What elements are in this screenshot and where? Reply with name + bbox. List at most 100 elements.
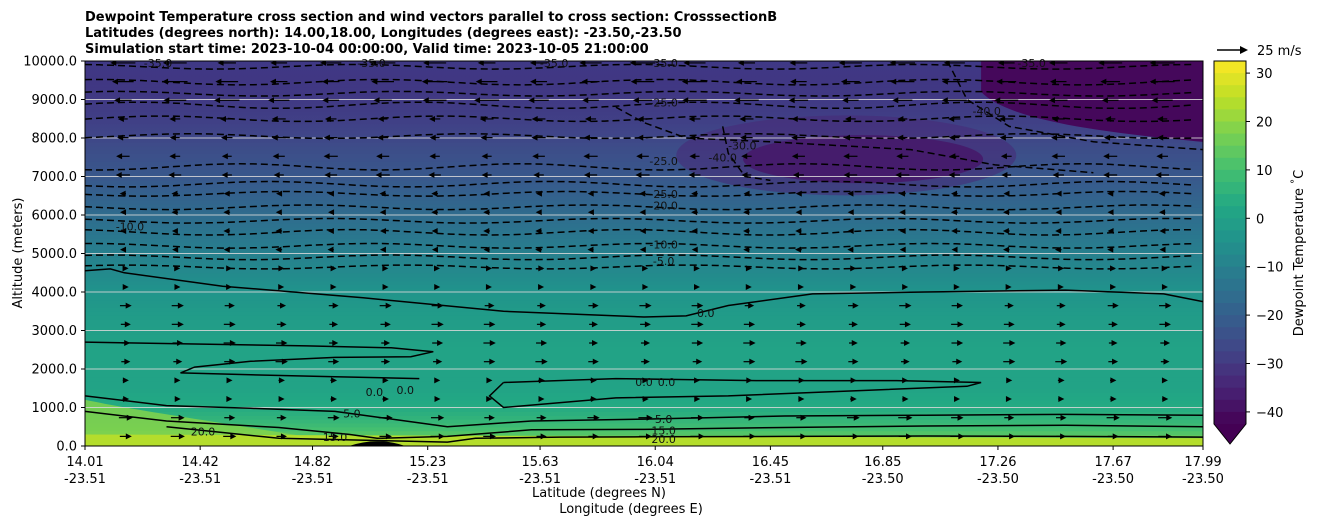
wind-vector-head [840,78,847,85]
field-band [85,161,1203,166]
wind-vector-head [1111,340,1118,347]
contour-label: 0.0 [366,386,384,399]
colorbar: 30 20 10 0 −10 −20 −30 −40 Dewpoint Temperature… [1213,60,1307,445]
colorbar-band [1214,411,1246,425]
colorbar-band [1214,169,1246,183]
wind-vector-head [281,358,288,365]
wind-vector-head [117,115,124,122]
wind-vector-head [230,433,237,440]
wind-vector-head [110,61,117,66]
y-tick-label: 1000.0 [32,401,78,416]
wind-vector-head [642,396,649,403]
wind-vector-head [592,433,599,440]
wind-vector-head [177,302,184,309]
wind-vector-head [431,190,438,197]
wind-vector-head [385,302,392,309]
colorbar-band [1214,61,1246,74]
wind-vector-head [1008,414,1015,421]
wind-vector-head [800,433,807,440]
contour-label: -35.0 [540,57,568,70]
wind-vector-head [531,134,538,141]
wind-vector-head [223,246,230,253]
wind-vector-head [798,396,805,403]
wind-vector-head [743,190,750,197]
contour-label: -40.0 [708,151,736,164]
wind-vector-head [745,265,752,272]
wind-vector-head [1058,265,1065,272]
wind-vector-head [125,433,132,440]
field-band [85,261,1203,266]
wind-vector-head [843,171,850,178]
wind-vector-head [535,246,542,253]
colorbar-extend-min [1214,424,1246,444]
wind-vector-head [694,283,701,290]
field-band [85,272,1203,278]
wind-vector-head [897,134,904,141]
wind-vector-head [1005,283,1012,290]
wind-vector-head [743,246,750,253]
y-tick-label: 6000.0 [32,209,78,224]
moist-surface-left [85,399,364,446]
wind-vector-head [590,396,597,403]
wind-vector-head [902,377,909,384]
field-band [85,234,1203,239]
wind-vector-head [890,78,897,85]
field-band [85,407,1203,412]
wind-vector-head [538,283,545,290]
colorbar-band [1214,85,1246,98]
colorbar-band [1214,121,1246,135]
wind-vector-head [123,396,130,403]
wind-vector-head [632,97,639,104]
colorbar-tick-label: −10 [1256,261,1283,276]
wind-vector-head [897,115,904,122]
wind-vector-head [734,97,741,104]
x-tick-label-lon: -23.50 [977,472,1019,487]
wind-vector-head [1003,246,1010,253]
wind-vector-head [221,171,228,178]
field-band [85,292,1203,297]
wind-vector-head [896,153,903,160]
wind-vector-head [852,433,859,440]
wind-vector-head [1009,340,1016,347]
contour-label: 15.0 [651,425,676,438]
wind-vector-head [579,61,586,66]
wind-vector-head [1000,153,1007,160]
wind-vector-head [892,97,899,104]
wind-vector-head [1057,283,1064,290]
wind-vector-head [1166,433,1173,440]
wind-vector-head [904,340,911,347]
wind-vector-head [790,78,797,85]
wind-vector-head [221,134,228,141]
x-tick-label-lon: -23.51 [179,472,221,487]
y-axis-label: Altitude (meters) [11,198,26,309]
wind-vector-head [380,227,387,234]
field-band [85,207,1203,212]
wind-vector-head [422,97,429,104]
wind-vector-head [957,321,964,328]
wind-vector-head [528,97,535,104]
wind-vector-head [124,358,131,365]
wind-vector-head [423,61,430,66]
wind-vector-head [799,302,806,309]
colorbar-band [1214,242,1246,256]
contour-label: 0.0 [658,376,676,389]
wind-vector-head [221,153,228,160]
field-band [85,299,1203,305]
wind-vector-head [583,171,590,178]
y-tick-label: 3000.0 [32,324,78,339]
colorbar-band [1214,363,1246,377]
colorbar-tick-label: 0 [1256,212,1264,227]
wind-vector-head [899,209,906,216]
wind-vector-head [382,283,389,290]
field-band [85,422,1203,428]
wind-vector-head [799,321,806,328]
contour-line-twenty [166,426,1203,443]
field-band [85,268,1203,274]
colorbar-tick-label: 30 [1256,67,1273,82]
wind-vector-head [485,283,492,290]
x-tick-label-lat: 17.99 [1184,455,1221,470]
wind-vector-head [1009,433,1016,440]
wind-vector-head [951,190,958,197]
wind-vector-head [228,302,235,309]
wind-vector-head [903,358,910,365]
